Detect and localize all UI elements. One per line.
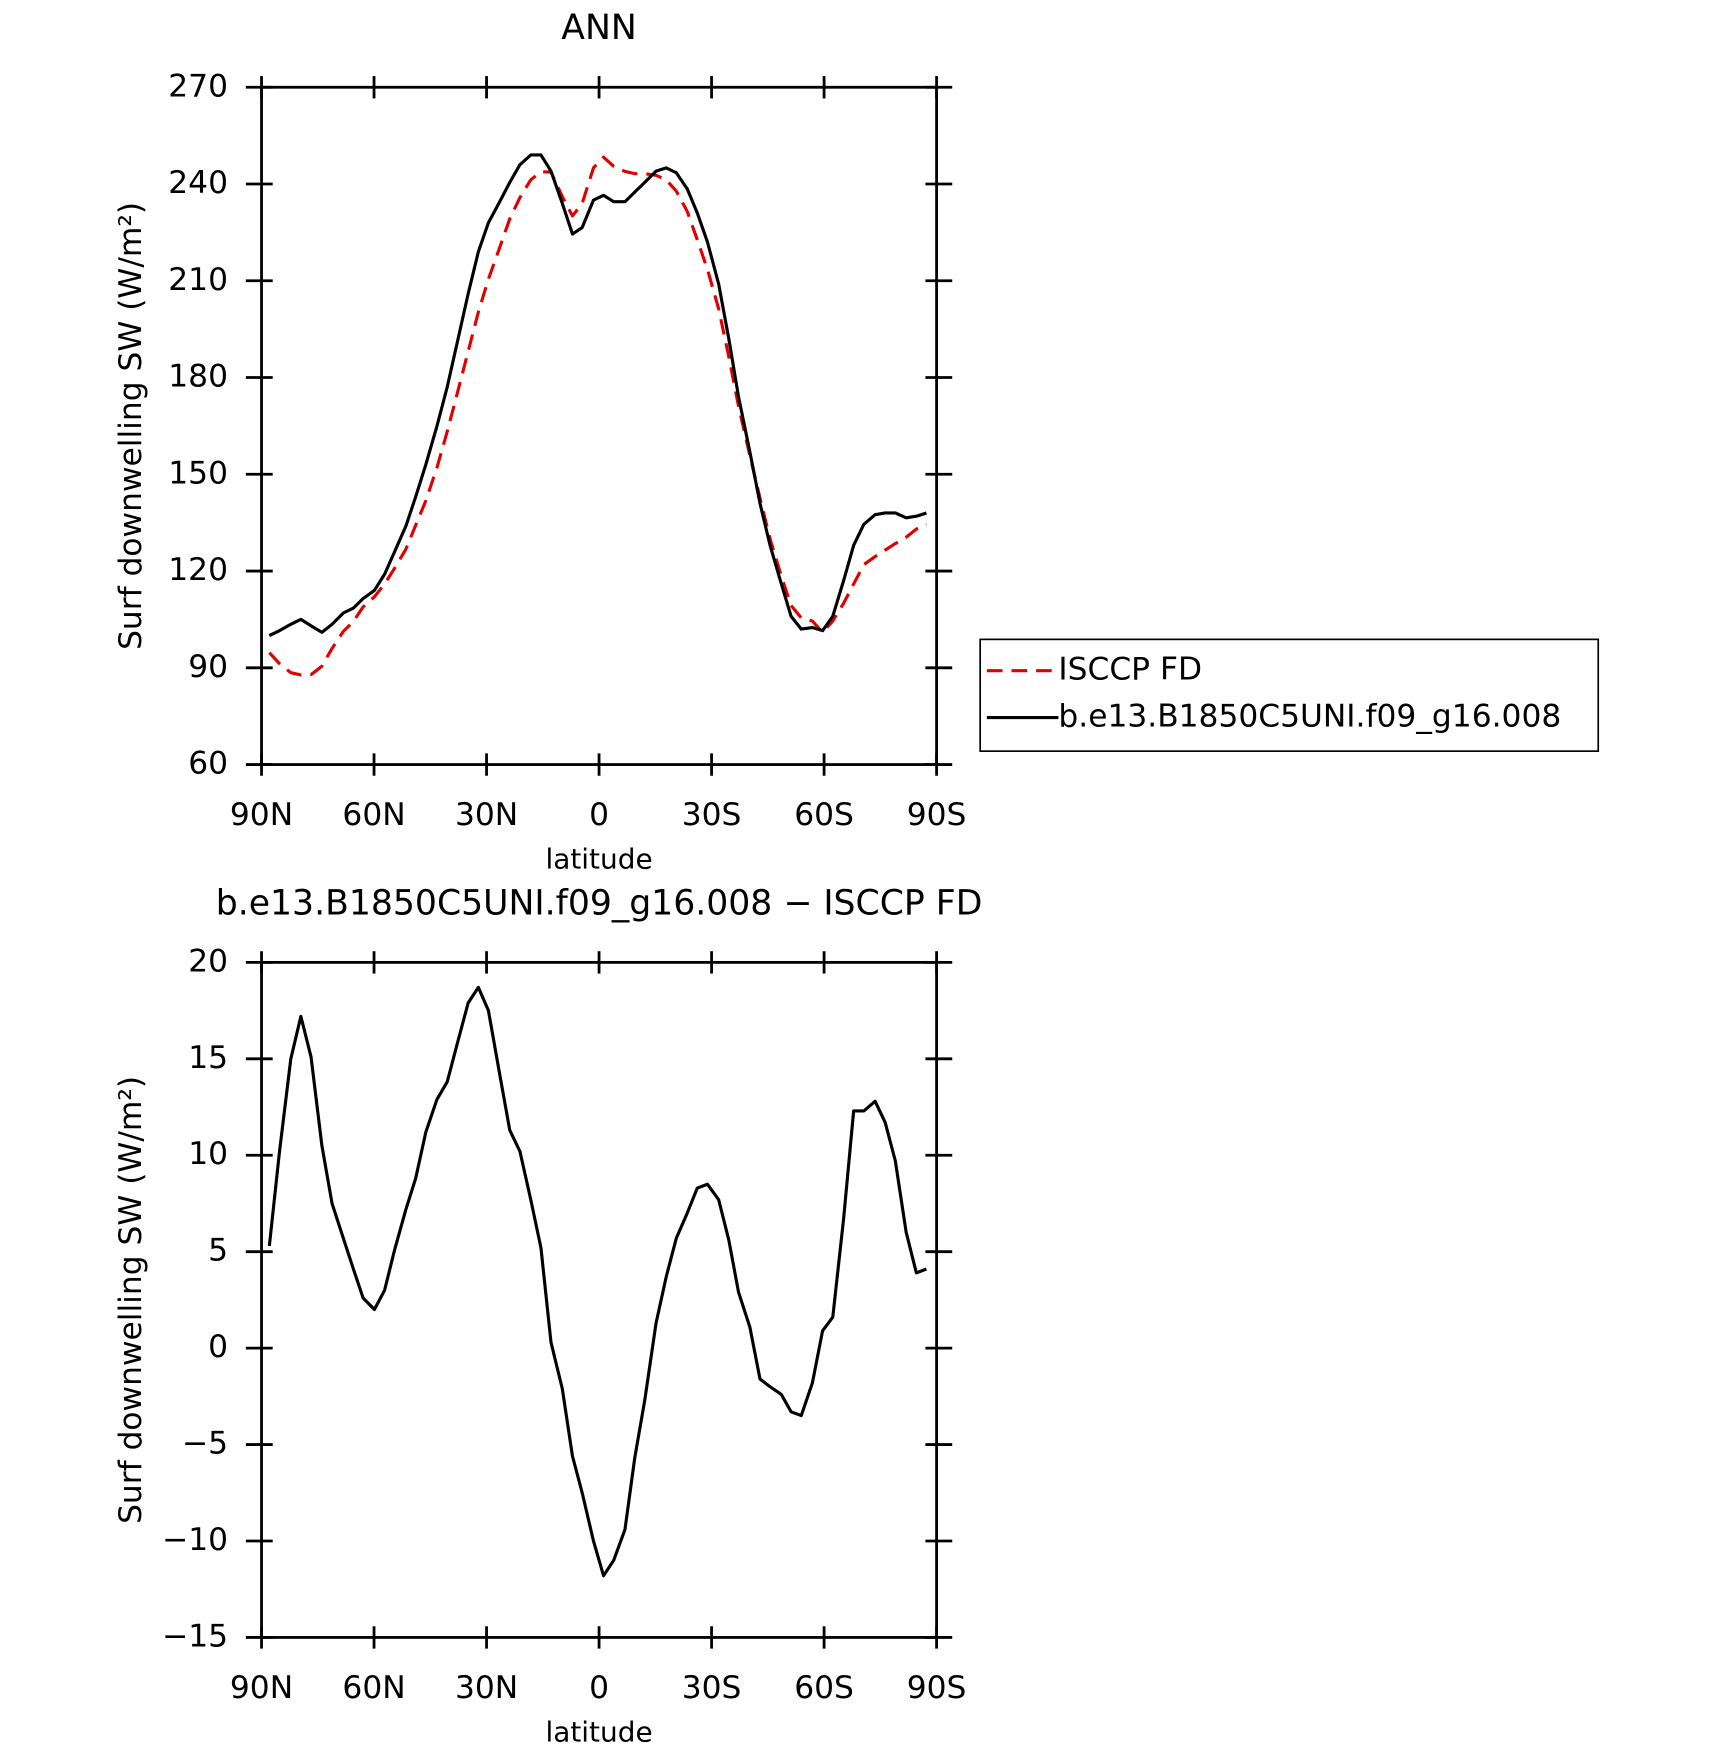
x-tick-label: 90N [230,797,293,833]
x-tick-label: 30N [455,797,518,833]
x-tick-label: 60N [342,797,405,833]
y-tick-label: 150 [168,455,228,491]
y-tick-label: 0 [208,1329,228,1365]
x-tick-label: 0 [589,1670,609,1706]
x-axis-label: latitude [545,843,652,876]
y-tick-label: 210 [168,262,228,298]
x-axis-label: latitude [545,1716,652,1749]
y-tick-label: 90 [188,649,228,685]
legend-label: b.e13.B1850C5UNI.f09_g16.008 [1058,699,1561,735]
y-tick-label: 15 [188,1040,228,1076]
y-tick-label: 180 [168,359,228,395]
data-line [268,153,927,637]
y-tick-label: 60 [188,746,228,782]
plot-frame [260,960,938,1639]
legend-box [979,638,1600,752]
y-tick-label: 270 [168,68,228,104]
y-tick-label: 120 [168,552,228,588]
plot-frame [260,85,938,766]
x-tick-label: 90N [230,1670,293,1706]
y-tick-label: 10 [188,1136,228,1172]
chart-title: ANN [561,8,637,48]
x-tick-label: 60S [794,797,854,833]
data-line [267,985,927,1578]
x-tick-label: 60N [342,1670,405,1706]
x-tick-label: 30S [682,797,742,833]
y-axis-label: Surf downwelling SW (W/m²) [113,1076,149,1524]
x-tick-label: 90S [907,1670,967,1706]
y-axis-label: Surf downwelling SW (W/m²) [113,202,149,650]
x-tick-label: 90S [907,797,967,833]
x-tick-label: 30S [682,1670,742,1706]
y-tick-label: −10 [162,1522,228,1558]
legend-label: ISCCP FD [1058,652,1202,688]
y-tick-label: 5 [208,1233,228,1269]
y-tick-label: −5 [182,1426,228,1462]
data-line [268,155,928,677]
y-tick-label: 20 [188,943,228,979]
chart-title: b.e13.B1850C5UNI.f09_g16.008 − ISCCP FD [216,883,983,923]
x-tick-label: 30N [455,1670,518,1706]
x-tick-label: 60S [794,1670,854,1706]
x-tick-label: 0 [589,797,609,833]
y-tick-label: −15 [162,1618,228,1654]
y-tick-label: 240 [168,165,228,201]
